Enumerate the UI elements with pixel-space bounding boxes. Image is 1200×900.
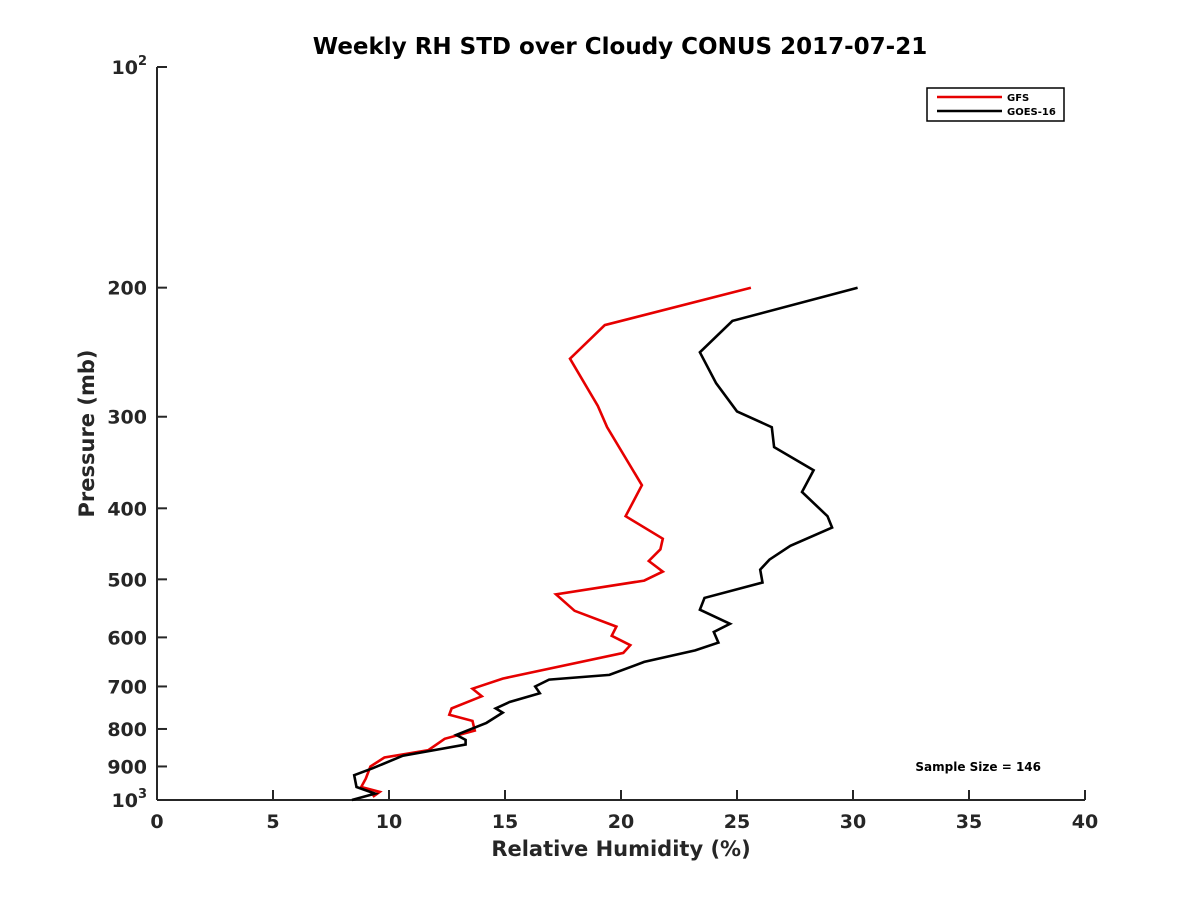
y-tick-base: 10 [112,57,138,79]
y-tick-exponent: 3 [138,787,147,802]
y-tick-base: 10 [112,790,138,812]
y-tick-label: 102 [112,54,148,79]
y-tick-label: 500 [107,569,147,591]
x-tick-label: 5 [266,811,279,833]
y-tick-label: 900 [107,756,147,778]
sample-size-annotation: Sample Size = 146 [915,760,1041,774]
series-line-gfs [359,286,752,798]
x-axis-label: Relative Humidity (%) [491,837,750,861]
legend-label-goes-16: GOES-16 [1007,107,1056,118]
x-axis-ticks: 0 5 10 15 20 25 30 35 40 [150,790,1098,833]
series-group [351,286,858,802]
x-tick-label: 15 [492,811,518,833]
y-tick-label: 300 [107,407,147,429]
x-tick-label: 10 [376,811,402,833]
y-tick-label: 700 [107,676,147,698]
y-tick-label: 103 [112,787,148,812]
legend: GFS GOES-16 [926,87,1065,122]
chart-title: Weekly RH STD over Cloudy CONUS 2017-07-… [313,34,927,60]
y-tick-label: 600 [107,627,147,649]
y-tick-exponent: 2 [138,54,147,69]
x-tick-label: 35 [956,811,982,833]
x-tick-label: 20 [608,811,634,833]
y-tick-label: 200 [107,278,147,300]
x-tick-label: 0 [150,811,163,833]
x-tick-label: 30 [840,811,866,833]
y-axis-label: Pressure (mb) [75,350,99,518]
series-line-goes-16 [351,286,858,802]
x-tick-label: 25 [724,811,750,833]
axes [156,67,1085,801]
legend-label-gfs: GFS [1007,93,1029,104]
y-tick-label: 400 [107,498,147,520]
x-tick-label: 40 [1072,811,1098,833]
y-tick-label: 800 [107,719,147,741]
legend-box [926,87,1065,122]
